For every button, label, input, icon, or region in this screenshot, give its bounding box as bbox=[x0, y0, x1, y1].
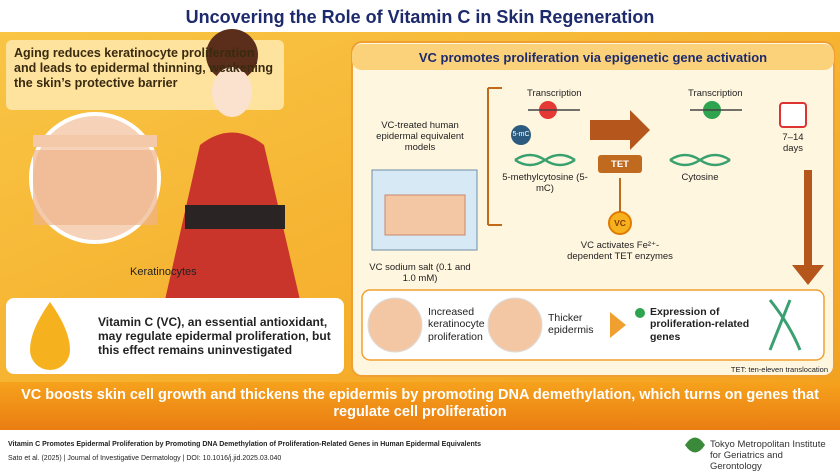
vitamin-drop bbox=[30, 302, 70, 370]
duration: 7–14 days bbox=[782, 132, 804, 155]
transcription-label: Transcription bbox=[527, 88, 582, 99]
paper-title: Vitamin C Promotes Epidermal Proliferati… bbox=[8, 441, 481, 448]
dna-methylated bbox=[514, 153, 576, 167]
methyl-badge bbox=[511, 125, 531, 145]
institution-logo bbox=[685, 437, 705, 453]
methyl-label: 5-methylcytosine (5-mC) bbox=[502, 172, 588, 195]
title: Uncovering the Role of Vitamin C in Skin… bbox=[185, 7, 655, 27]
keratinocytes-label: Keratinocytes bbox=[130, 266, 197, 278]
methyl-badge-text: 5-mC bbox=[512, 131, 530, 138]
vc-badge-text: VC bbox=[614, 218, 626, 228]
face bbox=[212, 67, 252, 117]
cell-layer bbox=[33, 150, 157, 225]
up-icon bbox=[635, 308, 645, 318]
tet-text: TET bbox=[611, 159, 629, 170]
result: Thicker epidermis bbox=[548, 312, 594, 337]
epidermis-icon bbox=[487, 297, 543, 353]
abbreviation: TET: ten-eleven translocation bbox=[730, 365, 828, 374]
calendar-icon bbox=[779, 102, 807, 128]
citation: Sato et al. (2025) | Journal of Investig… bbox=[8, 455, 282, 462]
dna-icon bbox=[768, 299, 802, 351]
epidermal-model bbox=[384, 194, 466, 236]
dna-demethylated bbox=[669, 153, 731, 167]
result: Expression of proliferation-related gene… bbox=[650, 306, 750, 343]
hair bbox=[206, 29, 258, 81]
down-arrow bbox=[792, 170, 824, 285]
institution: Tokyo Metropolitan Institute for Geriatr… bbox=[710, 439, 826, 473]
treatment-label: VC sodium salt (0.1 and 1.0 mM) bbox=[369, 262, 471, 285]
mechanism-heading: VC promotes proliferation via epigenetic… bbox=[418, 50, 768, 65]
statement: Aging reduces keratinocyte proliferation… bbox=[14, 46, 274, 90]
conclusion-banner bbox=[0, 382, 840, 430]
results-box bbox=[361, 289, 825, 361]
arrow-head bbox=[610, 312, 626, 338]
conclusion: VC boosts skin cell growth and thickens … bbox=[21, 387, 819, 421]
model-label: VC-treated human epidermal equivalent mo… bbox=[376, 120, 464, 154]
hypothesis: Vitamin C (VC), an essential antioxidant… bbox=[98, 315, 331, 358]
cytosine-label: Cytosine bbox=[681, 172, 719, 183]
vc-label: VC activates Fe²⁺-dependent TET enzymes bbox=[567, 240, 673, 263]
transcription-label: Transcription bbox=[688, 88, 743, 99]
process-arrow bbox=[590, 110, 650, 150]
obi bbox=[185, 205, 285, 229]
mechanism-header bbox=[352, 44, 834, 70]
hypothesis-box bbox=[6, 298, 344, 374]
tet-box bbox=[598, 155, 642, 173]
result: Increased keratinocyte proliferation bbox=[428, 306, 485, 343]
proliferation-icon bbox=[367, 297, 423, 353]
cornified-layer bbox=[33, 135, 157, 147]
bracket bbox=[487, 87, 502, 226]
